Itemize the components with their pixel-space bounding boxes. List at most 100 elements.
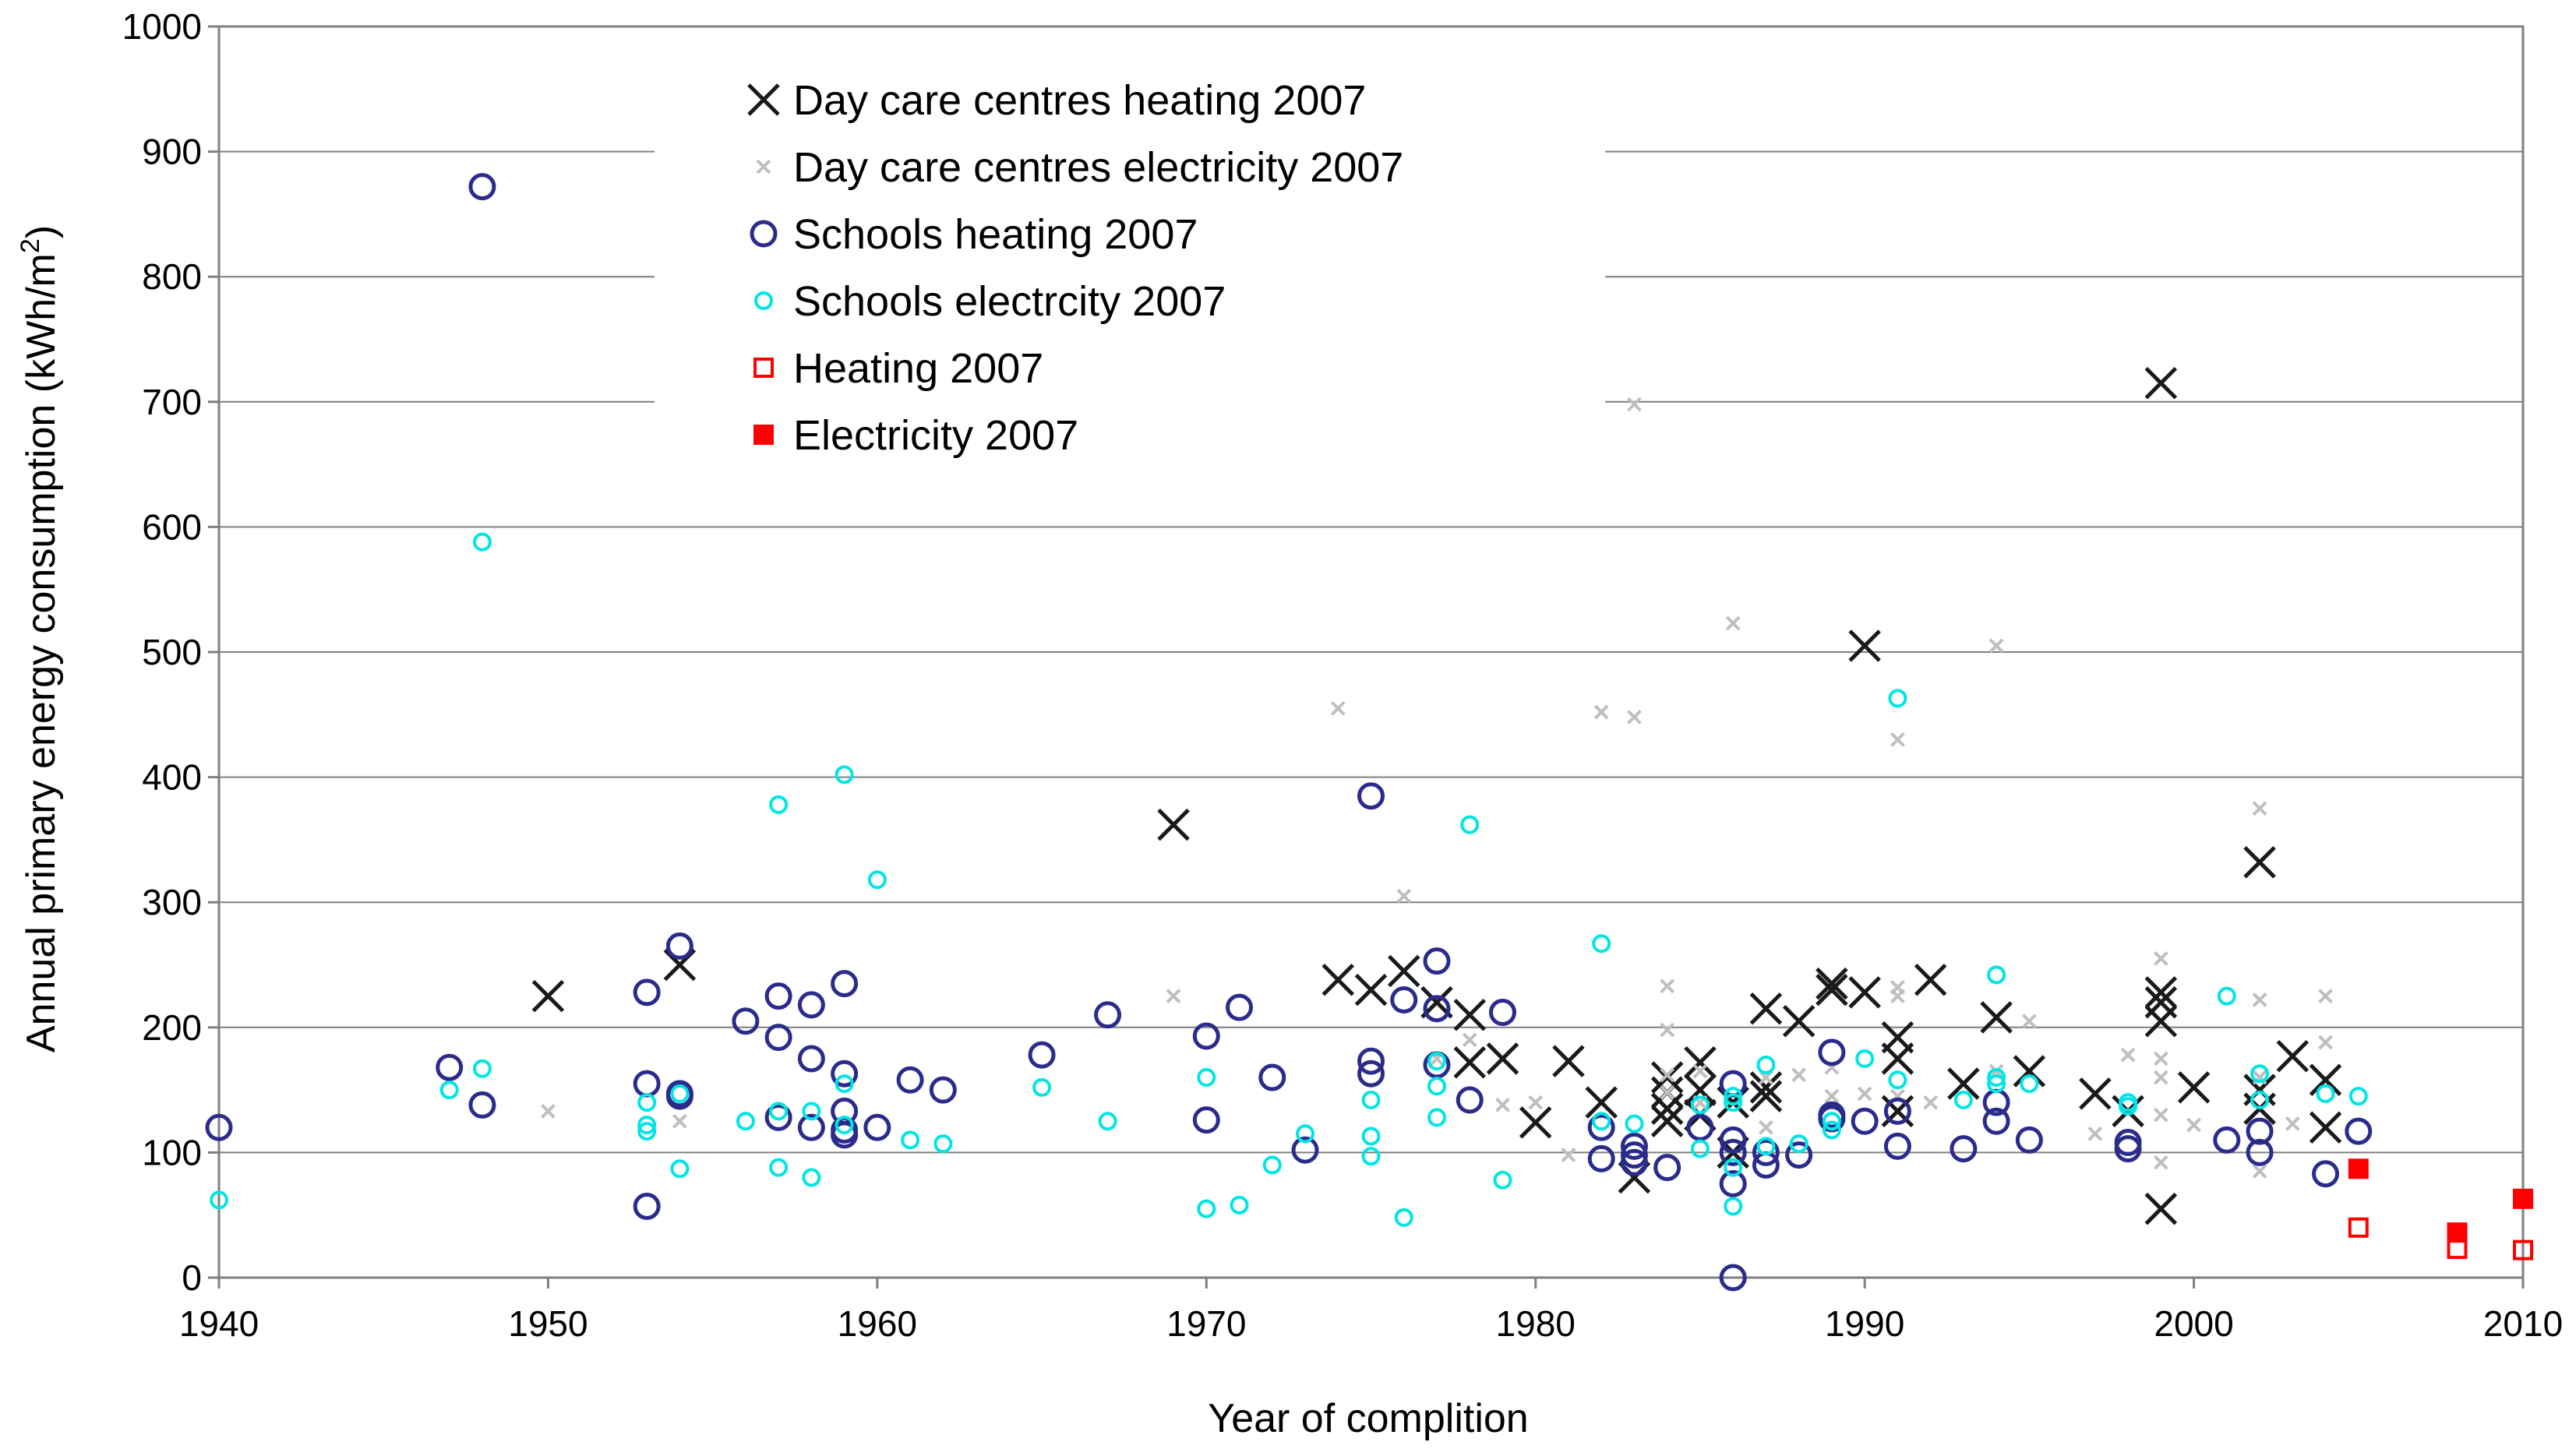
data-point [1719, 1126, 1747, 1154]
marker-shape [1987, 1074, 2006, 1094]
marker-shape [1197, 1068, 1216, 1088]
data-point [764, 1103, 792, 1131]
data-point [2153, 1155, 2168, 1170]
marker-shape [1719, 1264, 1747, 1292]
marker-shape [933, 1134, 953, 1154]
data-point [1587, 1113, 1615, 1141]
marker-stroke [1759, 1119, 1773, 1135]
data-point [1950, 1135, 1978, 1163]
data-point [797, 991, 825, 1019]
data-point [2309, 1111, 2342, 1144]
data-point [1749, 1071, 1783, 1104]
data-point [1724, 1087, 1743, 1106]
marker-shape [1460, 815, 1480, 834]
data-point [1881, 1021, 1914, 1054]
marker-shape [1818, 1038, 1846, 1066]
marker-shape [1653, 1154, 1681, 1182]
data-point [2252, 992, 2267, 1007]
y-tick-label: 700 [142, 382, 202, 422]
marker-shape [2119, 1093, 2138, 1112]
marker-stroke [2153, 951, 2168, 966]
marker-shape [2316, 1084, 2335, 1103]
marker-stroke [1486, 1042, 1519, 1075]
marker-stroke [1157, 808, 1190, 841]
data-point [1692, 1063, 1708, 1079]
marker-stroke [2087, 1126, 2103, 1141]
data-point [2348, 1217, 2369, 1238]
marker-stroke [1627, 397, 1642, 412]
marker-stroke [2153, 1155, 2168, 1170]
data-point [1387, 954, 1420, 988]
marker-stroke [1749, 1080, 1783, 1112]
legend-marker [756, 159, 771, 175]
marker-stroke [1650, 1061, 1684, 1094]
marker-stroke [2013, 1055, 2046, 1088]
marker-shape [1192, 1106, 1220, 1134]
marker-stroke [1322, 964, 1355, 996]
marker-shape [2020, 1074, 2039, 1094]
data-point [769, 1158, 789, 1177]
marker-stroke [2243, 846, 2276, 879]
marker-shape [1982, 1107, 2010, 1135]
legend-entry: Electricity 2007 [753, 412, 1078, 459]
data-point [1493, 1170, 1512, 1190]
legend-entry: Schools heating 2007 [750, 211, 1198, 258]
data-point [1519, 1106, 1552, 1139]
marker-shape [1822, 1112, 1841, 1131]
data-point [1782, 1005, 1816, 1038]
marker-shape [670, 1084, 690, 1103]
data-point [2013, 1055, 2046, 1088]
data-point [1749, 1080, 1783, 1112]
marker-shape [472, 532, 492, 552]
data-point [1486, 1042, 1519, 1075]
marker-shape [1950, 1135, 1978, 1163]
marker-stroke [1980, 1001, 2013, 1034]
data-point [1258, 1063, 1286, 1091]
data-point [1592, 934, 1611, 954]
marker-stroke [1627, 710, 1642, 724]
marker-stroke [747, 83, 780, 116]
marker-stroke [2144, 985, 2178, 1019]
marker-shape [1789, 1134, 1808, 1154]
marker-shape [1888, 1070, 1907, 1090]
data-point [2144, 1192, 2178, 1225]
data-point [1552, 1045, 1585, 1077]
data-point [2021, 1014, 2037, 1029]
data-point [1330, 700, 1346, 716]
data-point [1987, 1068, 2006, 1088]
data-point [2345, 1117, 2373, 1145]
marker-stroke [2144, 366, 2178, 400]
marker-shape [1592, 1112, 1611, 1131]
tick-labels: 0 100 200 300 400 500 600 700 800 900 1000 1940 1950… [122, 6, 2564, 1344]
marker-shape [1423, 947, 1451, 975]
marker-shape [2348, 1087, 2368, 1106]
data-point [1988, 638, 2004, 654]
data-point [901, 1130, 920, 1150]
marker-shape [1098, 1112, 1117, 1131]
marker-shape [896, 1066, 924, 1094]
marker-shape [1620, 1148, 1648, 1176]
marker-stroke [1816, 967, 1848, 1000]
marker-shape [1756, 1055, 1776, 1074]
marker-stroke [1749, 992, 1783, 1025]
marker-stroke [1947, 1067, 1980, 1100]
data-point [1816, 973, 1848, 1007]
data-point [1094, 1001, 1122, 1029]
data-point [867, 870, 887, 890]
marker-stroke [1782, 1005, 1816, 1038]
data-point [769, 1102, 789, 1121]
data-point [531, 979, 565, 1013]
marker-shape [665, 932, 693, 960]
x-axis-title: Year of complition [1208, 1396, 1528, 1441]
marker-shape [1883, 1132, 1911, 1160]
data-point [1690, 1095, 1710, 1115]
data-point [2079, 1077, 2112, 1110]
marker-stroke [2153, 1070, 2168, 1085]
marker-shape [2345, 1117, 2373, 1145]
data-point [2348, 1087, 2368, 1106]
marker-shape [835, 765, 854, 784]
data-point [1394, 1208, 1413, 1227]
data-point [2252, 1164, 2267, 1179]
marker-stroke [2309, 1111, 2342, 1144]
data-point [1660, 1067, 1675, 1083]
